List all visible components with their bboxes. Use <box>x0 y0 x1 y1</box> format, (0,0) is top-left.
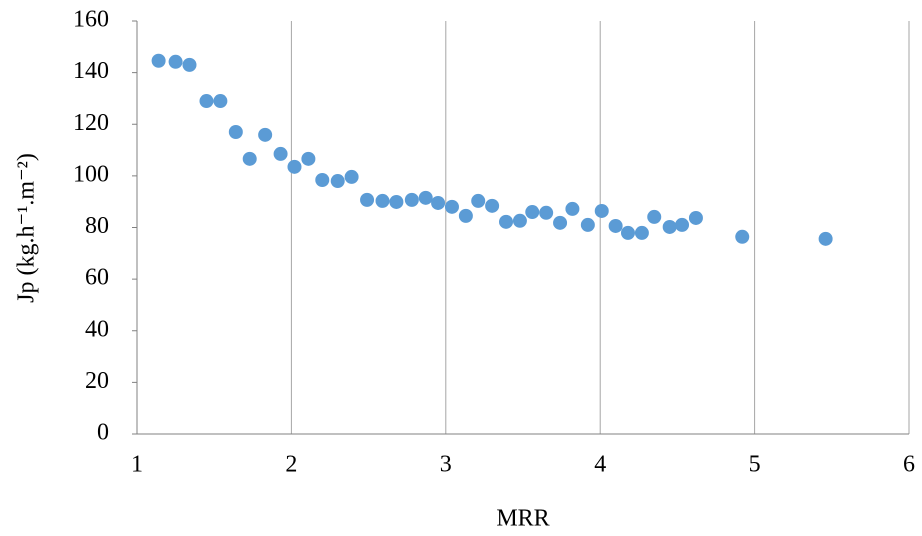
x-tick-label: 3 <box>440 452 452 478</box>
point <box>662 219 677 234</box>
point <box>418 190 433 205</box>
x-tick-label: 2 <box>285 452 297 478</box>
point <box>499 214 514 229</box>
point <box>647 209 662 224</box>
point <box>565 201 580 216</box>
point <box>258 127 273 142</box>
point <box>818 231 833 246</box>
y-tick-label: 60 <box>85 265 109 291</box>
point <box>273 146 288 161</box>
point <box>608 218 623 233</box>
point <box>301 151 316 166</box>
point <box>213 94 228 109</box>
x-axis-label: MRR <box>496 506 549 532</box>
y-tick-label: 20 <box>85 368 109 394</box>
y-tick-label: 120 <box>73 110 109 136</box>
point <box>594 203 609 218</box>
point <box>330 174 345 189</box>
point <box>344 169 359 184</box>
point <box>315 173 330 188</box>
point <box>389 194 404 209</box>
point <box>242 151 257 166</box>
point <box>485 198 500 213</box>
point <box>404 192 419 207</box>
y-tick-label: 140 <box>73 58 109 84</box>
y-tick-label: 160 <box>73 7 109 33</box>
point <box>553 215 568 230</box>
point <box>228 124 243 139</box>
point <box>525 205 540 220</box>
point <box>675 217 690 232</box>
point <box>620 225 635 240</box>
point <box>151 53 166 68</box>
x-tick-label: 6 <box>903 452 915 478</box>
point <box>182 57 197 72</box>
point <box>458 208 473 223</box>
y-tick-label: 80 <box>85 213 109 239</box>
point <box>688 210 703 225</box>
point <box>512 213 527 228</box>
point <box>431 195 446 210</box>
point <box>580 217 595 232</box>
x-tick-label: 4 <box>594 452 606 478</box>
y-tick-label: 40 <box>85 316 109 342</box>
point <box>375 193 390 208</box>
point <box>287 159 302 174</box>
point <box>360 192 375 207</box>
point <box>199 94 214 109</box>
y-tick-label: 100 <box>73 161 109 187</box>
point <box>444 199 459 214</box>
x-tick-label: 5 <box>749 452 761 478</box>
point <box>735 229 750 244</box>
point <box>471 193 486 208</box>
y-axis-label: Jp (kg.h⁻¹.m⁻²) <box>14 153 40 303</box>
point <box>168 54 183 69</box>
point <box>634 225 649 240</box>
x-tick-label: 1 <box>131 452 143 478</box>
y-tick-label: 0 <box>97 420 109 446</box>
point <box>539 205 554 220</box>
